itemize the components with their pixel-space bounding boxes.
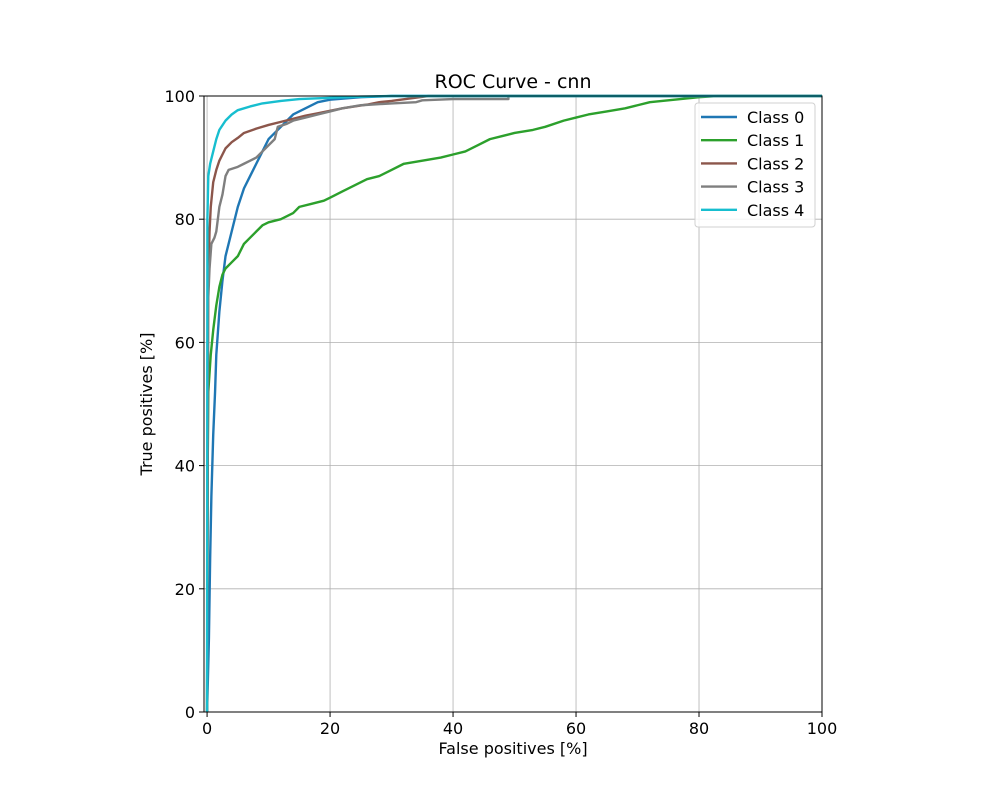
plot-frame <box>203 95 823 713</box>
legend: Class 0 Class 1 Class 2 Class 3 Class 4 <box>694 102 816 228</box>
y-tick-label: 20 <box>175 580 195 599</box>
legend-box <box>694 102 816 228</box>
series-line-class-3 <box>205 94 822 713</box>
chart-title: ROC Curve - cnn <box>435 71 592 93</box>
y-axis-label: True positives [%] <box>137 333 156 477</box>
y-tick-label: 80 <box>175 210 195 229</box>
x-tick-label: 60 <box>566 719 586 738</box>
x-tick-label: 80 <box>689 719 709 738</box>
axis-ticks: 0 20 40 60 80 100 0 20 40 60 80 100 <box>164 87 837 738</box>
y-tick-label: 0 <box>185 703 195 722</box>
x-tick-label: 20 <box>320 719 340 738</box>
x-axis-label: False positives [%] <box>438 739 587 758</box>
legend-label: Class 0 <box>747 108 804 127</box>
series-lines <box>205 94 822 713</box>
series-line-class-4 <box>205 94 822 713</box>
legend-label: Class 4 <box>747 201 804 220</box>
series-line-class-1 <box>205 94 822 713</box>
legend-label: Class 2 <box>747 154 804 173</box>
x-tick-label: 0 <box>202 719 212 738</box>
legend-label: Class 3 <box>747 178 804 197</box>
y-tick-label: 100 <box>164 87 195 106</box>
y-tick-label: 60 <box>175 333 195 352</box>
x-tick-label: 40 <box>443 719 463 738</box>
x-tick-label: 100 <box>807 719 838 738</box>
y-tick-label: 40 <box>175 457 195 476</box>
legend-label: Class 1 <box>747 131 804 150</box>
series-line-class-0 <box>205 94 822 713</box>
